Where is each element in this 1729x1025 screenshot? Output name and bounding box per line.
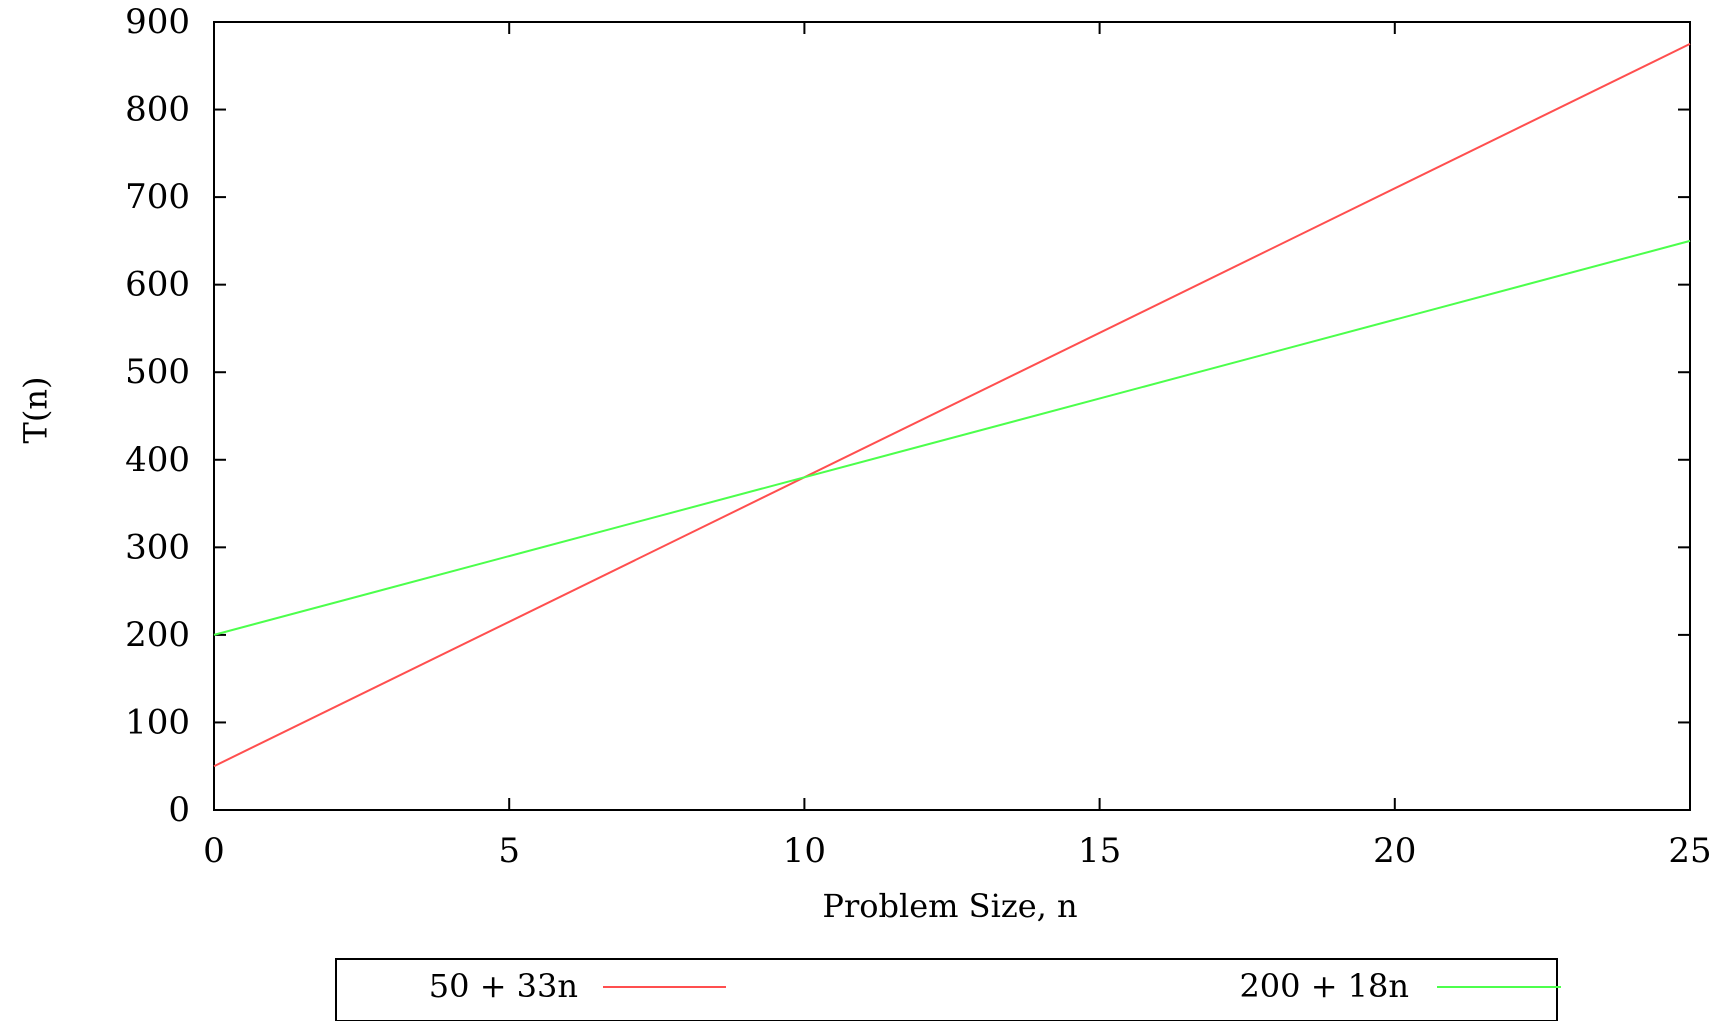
y-tick-label: 400 xyxy=(125,440,190,480)
series-line-1 xyxy=(213,42,1691,768)
y-tick-label: 700 xyxy=(125,177,190,217)
plot-frame-group xyxy=(213,21,1691,811)
series-group xyxy=(213,42,1691,768)
x-tick-label: 25 xyxy=(1668,831,1711,871)
y-tick-label: 0 xyxy=(168,790,190,830)
x-tick-label: 20 xyxy=(1373,831,1416,871)
plot-frame xyxy=(213,21,1691,811)
y-tick-label: 100 xyxy=(125,702,190,742)
y-tick-label: 900 xyxy=(125,2,190,42)
legend-label-1: 50 + 33n xyxy=(429,967,578,1005)
x-tick-label: 10 xyxy=(783,831,826,871)
series-line-2 xyxy=(213,239,1691,636)
y-tick-label: 800 xyxy=(125,90,190,130)
ticks-group: 0 100 200 300 400 500 600 700 800 900 0 5 10 15 20 25 xyxy=(125,2,1712,871)
y-tick-label: 500 xyxy=(125,352,190,392)
legend-box xyxy=(335,958,1558,1022)
legend-label-2: 200 + 18n xyxy=(1239,967,1409,1005)
legend-items: 50 + 33n 200 + 18n xyxy=(429,967,1561,1005)
y-axis-title: T(n) xyxy=(17,377,55,444)
y-tick-label: 200 xyxy=(125,615,190,655)
x-axis-title: Problem Size, n xyxy=(822,887,1077,925)
y-tick-label: 600 xyxy=(125,265,190,305)
x-tick-label: 5 xyxy=(498,831,520,871)
x-tick-label: 15 xyxy=(1078,831,1121,871)
x-tick-label: 0 xyxy=(203,831,225,871)
y-tick-label: 300 xyxy=(125,527,190,567)
